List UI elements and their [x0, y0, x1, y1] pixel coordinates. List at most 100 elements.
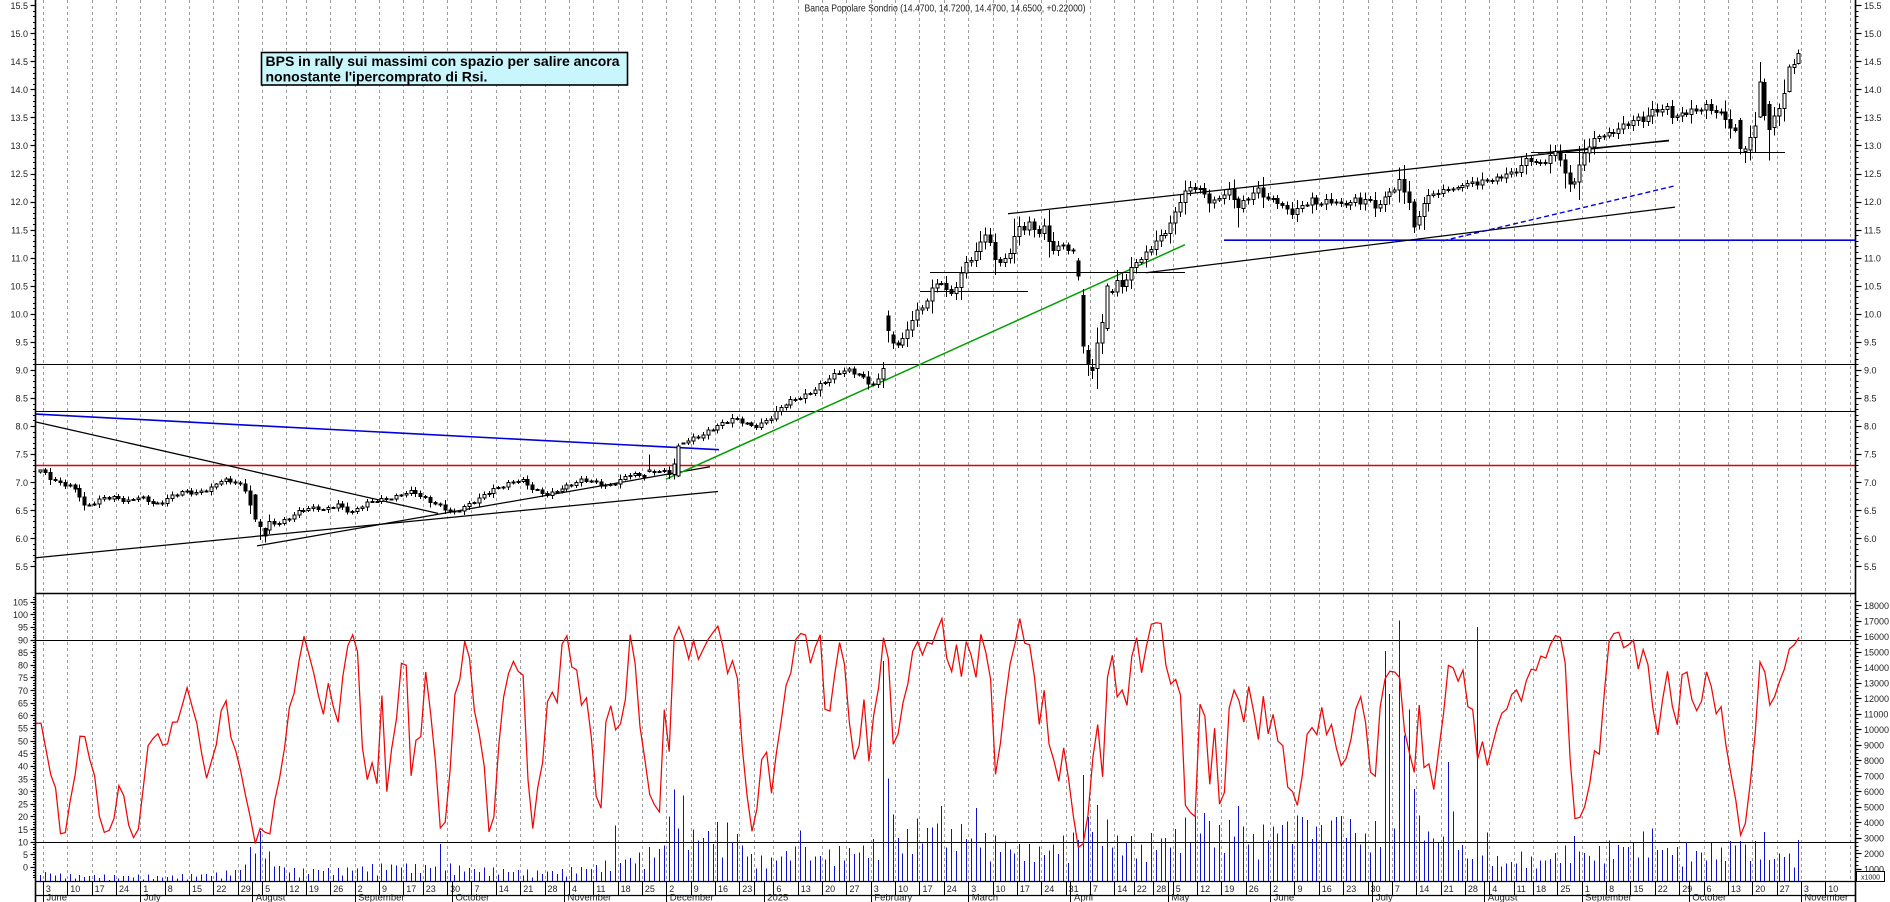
svg-text:18: 18: [621, 884, 631, 894]
svg-text:BPS in rally sui massimi con s: BPS in rally sui massimi con spazio per …: [266, 53, 620, 69]
svg-text:15.0: 15.0: [1864, 29, 1882, 39]
svg-text:15: 15: [18, 825, 28, 835]
svg-text:22: 22: [216, 884, 226, 894]
svg-text:5000: 5000: [1864, 803, 1884, 813]
svg-text:15.0: 15.0: [10, 29, 28, 39]
svg-text:29: 29: [241, 884, 251, 894]
svg-text:6.0: 6.0: [15, 534, 28, 544]
svg-text:29: 29: [1682, 884, 1692, 894]
svg-text:55: 55: [18, 724, 28, 734]
svg-text:60: 60: [18, 711, 28, 721]
svg-text:24: 24: [947, 884, 957, 894]
svg-text:26: 26: [1249, 884, 1259, 894]
svg-text:6000: 6000: [1864, 787, 1884, 797]
svg-text:15: 15: [192, 884, 202, 894]
svg-text:August: August: [256, 893, 286, 902]
svg-text:13.5: 13.5: [10, 113, 28, 123]
svg-text:8: 8: [168, 884, 173, 894]
svg-text:July: July: [144, 893, 161, 902]
svg-text:12.0: 12.0: [1864, 197, 1882, 207]
svg-text:30: 30: [18, 787, 28, 797]
svg-text:August: August: [1488, 893, 1518, 902]
svg-text:20: 20: [18, 812, 28, 822]
svg-text:13.0: 13.0: [10, 141, 28, 151]
svg-text:April: April: [1074, 893, 1093, 902]
svg-text:February: February: [874, 893, 912, 902]
svg-text:15: 15: [1634, 884, 1644, 894]
svg-text:1: 1: [143, 884, 148, 894]
svg-text:9: 9: [1298, 884, 1303, 894]
svg-text:19: 19: [309, 884, 319, 894]
svg-text:9.0: 9.0: [15, 366, 28, 376]
svg-text:65: 65: [18, 698, 28, 708]
svg-text:Banca Popolare Sondrio (14.470: Banca Popolare Sondrio (14.4700, 14.7200…: [805, 3, 1086, 15]
svg-text:1: 1: [1585, 884, 1590, 894]
svg-text:14.0: 14.0: [10, 85, 28, 95]
svg-text:24: 24: [1044, 884, 1054, 894]
svg-text:7: 7: [475, 884, 480, 894]
svg-text:23: 23: [742, 884, 752, 894]
svg-text:21: 21: [523, 884, 533, 894]
svg-text:nonostante l'ipercomprato di R: nonostante l'ipercomprato di Rsi.: [266, 69, 488, 85]
svg-text:8.5: 8.5: [15, 394, 28, 404]
svg-text:4000: 4000: [1864, 818, 1884, 828]
svg-text:8: 8: [1609, 884, 1614, 894]
svg-text:17: 17: [406, 884, 416, 894]
svg-text:11: 11: [1517, 884, 1526, 894]
svg-text:2: 2: [358, 884, 363, 894]
svg-text:15.5: 15.5: [10, 1, 28, 11]
svg-text:June: June: [1274, 893, 1295, 902]
svg-text:11: 11: [596, 884, 605, 894]
svg-text:90: 90: [18, 635, 28, 645]
svg-text:12.5: 12.5: [1864, 169, 1882, 179]
svg-text:June: June: [46, 893, 67, 902]
svg-text:14.5: 14.5: [10, 57, 28, 67]
svg-text:4: 4: [572, 884, 577, 894]
svg-text:12: 12: [289, 884, 299, 894]
svg-text:October: October: [1692, 893, 1726, 902]
svg-text:25: 25: [645, 884, 655, 894]
svg-text:30: 30: [1371, 884, 1381, 894]
svg-text:24: 24: [119, 884, 129, 894]
svg-text:95: 95: [18, 623, 28, 633]
svg-text:16: 16: [718, 884, 728, 894]
svg-text:6.0: 6.0: [1864, 534, 1877, 544]
svg-text:45: 45: [18, 749, 28, 759]
svg-text:105: 105: [13, 597, 28, 607]
svg-text:23: 23: [426, 884, 436, 894]
svg-text:20: 20: [1755, 884, 1765, 894]
svg-text:27: 27: [1780, 884, 1790, 894]
svg-text:85: 85: [18, 648, 28, 658]
svg-text:2025: 2025: [767, 893, 788, 902]
svg-text:11.0: 11.0: [11, 253, 28, 263]
svg-text:November: November: [568, 893, 612, 902]
svg-text:27: 27: [850, 884, 860, 894]
svg-text:5.5: 5.5: [1864, 562, 1877, 572]
svg-text:8000: 8000: [1864, 756, 1884, 766]
svg-text:25: 25: [1560, 884, 1570, 894]
svg-text:10.0: 10.0: [1864, 309, 1882, 319]
svg-text:14.0: 14.0: [1864, 85, 1882, 95]
svg-text:July: July: [1376, 893, 1393, 902]
svg-text:5: 5: [23, 850, 28, 860]
svg-text:5.5: 5.5: [15, 562, 28, 572]
svg-text:21: 21: [1444, 884, 1454, 894]
svg-text:10: 10: [70, 884, 80, 894]
svg-text:50: 50: [18, 736, 28, 746]
svg-text:5: 5: [265, 884, 270, 894]
svg-text:70: 70: [18, 686, 28, 696]
svg-text:7000: 7000: [1864, 772, 1884, 782]
svg-text:December: December: [670, 893, 714, 902]
svg-text:10000: 10000: [1864, 725, 1889, 735]
svg-text:9: 9: [382, 884, 387, 894]
svg-text:0: 0: [23, 863, 28, 873]
svg-text:3: 3: [46, 884, 51, 894]
svg-text:16: 16: [1322, 884, 1332, 894]
svg-text:7.0: 7.0: [15, 478, 28, 488]
svg-text:10: 10: [18, 837, 28, 847]
svg-text:25: 25: [18, 800, 28, 810]
svg-text:6.5: 6.5: [15, 506, 28, 516]
svg-text:14: 14: [1117, 884, 1127, 894]
svg-text:26: 26: [333, 884, 343, 894]
svg-text:10: 10: [898, 884, 908, 894]
